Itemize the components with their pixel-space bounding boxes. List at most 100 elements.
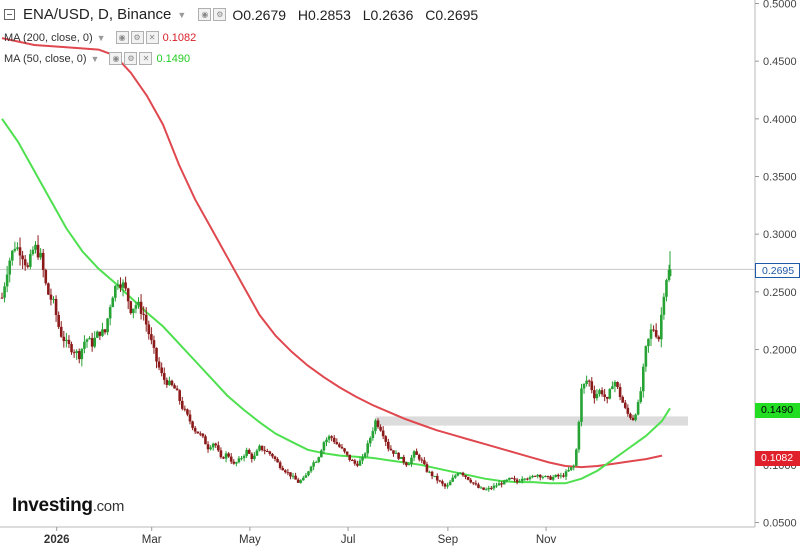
x-tick-label: 2026 bbox=[44, 534, 70, 546]
candle-body bbox=[170, 380, 174, 386]
candle-body bbox=[438, 480, 442, 482]
candle-body bbox=[500, 483, 503, 485]
candle-body bbox=[77, 351, 81, 360]
candle-body bbox=[556, 474, 560, 477]
candle-body bbox=[276, 459, 279, 463]
candle-body bbox=[124, 282, 127, 289]
candle-body bbox=[162, 373, 166, 380]
candle-body bbox=[580, 388, 583, 422]
candle-body bbox=[93, 337, 97, 347]
x-tick-label: Sep bbox=[438, 534, 458, 546]
candle-body bbox=[549, 476, 552, 480]
candle-body bbox=[325, 439, 328, 443]
candle-body bbox=[186, 409, 189, 415]
chevron-down-icon[interactable]: ▼ bbox=[90, 53, 100, 64]
candle-body bbox=[338, 444, 341, 447]
chevron-down-icon[interactable]: ▼ bbox=[177, 9, 187, 20]
candle-body bbox=[201, 433, 205, 437]
gear-icon[interactable]: ⚙ bbox=[124, 52, 138, 65]
candle-body bbox=[345, 451, 349, 455]
candle-body bbox=[461, 472, 465, 476]
ohlc-low: L0.2636 bbox=[362, 6, 414, 23]
eye-icon[interactable]: ◉ bbox=[109, 52, 123, 65]
candle-body bbox=[598, 390, 601, 394]
candle-body bbox=[90, 338, 94, 347]
candle-body bbox=[420, 459, 424, 461]
candle-body bbox=[479, 487, 483, 489]
candle-body bbox=[541, 476, 545, 478]
candle-body bbox=[188, 414, 192, 422]
candle-body bbox=[95, 331, 99, 338]
candle-body bbox=[103, 329, 107, 333]
candle-body bbox=[618, 386, 622, 397]
candle-body bbox=[551, 477, 555, 480]
candle-body bbox=[299, 480, 303, 483]
candle-body bbox=[314, 461, 318, 463]
candle-body bbox=[616, 382, 619, 387]
symbol-menu-icon[interactable] bbox=[4, 9, 15, 20]
candle-body bbox=[296, 479, 300, 483]
candle-body bbox=[327, 436, 331, 440]
candle-body bbox=[649, 329, 653, 339]
candle-body bbox=[23, 259, 27, 266]
candle-body bbox=[374, 420, 377, 432]
candle-body bbox=[641, 366, 645, 392]
candle-body bbox=[448, 481, 452, 486]
candle-body bbox=[232, 461, 236, 464]
candle-body bbox=[582, 383, 586, 389]
candle-body bbox=[67, 339, 71, 345]
x-tick-label: Jul bbox=[341, 534, 356, 546]
candle-body bbox=[54, 298, 58, 315]
candle-body bbox=[286, 472, 290, 474]
eye-icon[interactable]: ◉ bbox=[198, 8, 212, 21]
close-icon[interactable]: ✕ bbox=[145, 31, 159, 44]
y-tick-label: 0.2000 bbox=[763, 345, 797, 357]
candle-body bbox=[482, 487, 485, 490]
gear-icon[interactable]: ⚙ bbox=[130, 31, 144, 44]
candle-body bbox=[330, 436, 333, 438]
candle-body bbox=[271, 453, 274, 457]
candle-body bbox=[410, 457, 413, 465]
candle-body bbox=[59, 326, 63, 337]
x-tick-label: May bbox=[239, 534, 261, 546]
candle-body bbox=[294, 475, 297, 480]
candle-body bbox=[88, 338, 91, 340]
candle-body bbox=[502, 480, 506, 485]
chart-header: ENA/USD, D, Binance ▼ ◉ ⚙ O0.2679 H0.285… bbox=[4, 6, 486, 23]
chevron-down-icon[interactable]: ▼ bbox=[96, 32, 106, 43]
ma200-legend[interactable]: MA (200, close, 0) ▼ ◉ ⚙ ✕ 0.1082 bbox=[4, 31, 196, 44]
candle-body bbox=[389, 448, 393, 451]
candle-body bbox=[587, 380, 591, 382]
candle-body bbox=[384, 436, 388, 442]
candle-body bbox=[199, 433, 202, 435]
candle-body bbox=[304, 475, 308, 478]
candle-body bbox=[435, 475, 439, 481]
candle-body bbox=[636, 402, 640, 415]
candle-body bbox=[98, 331, 102, 336]
candle-body bbox=[595, 393, 599, 399]
candle-body bbox=[495, 485, 498, 487]
header-controls: ◉ ⚙ bbox=[198, 8, 227, 21]
close-icon[interactable]: ✕ bbox=[139, 52, 153, 65]
ma50-controls: ◉ ⚙ ✕ bbox=[109, 52, 153, 65]
ma50-legend[interactable]: MA (50, close, 0) ▼ ◉ ⚙ ✕ 0.1490 bbox=[4, 52, 190, 65]
candle-body bbox=[350, 459, 354, 461]
candle-body bbox=[585, 380, 588, 384]
candle-body bbox=[260, 445, 264, 451]
gear-icon[interactable]: ⚙ bbox=[213, 8, 227, 21]
eye-icon[interactable]: ◉ bbox=[115, 31, 129, 44]
candle-body bbox=[394, 452, 398, 454]
candle-body bbox=[322, 442, 326, 451]
candle-body bbox=[219, 450, 223, 458]
candle-body bbox=[5, 274, 9, 287]
candle-body bbox=[430, 471, 434, 477]
candle-body bbox=[44, 269, 48, 284]
candle-body bbox=[631, 417, 635, 421]
candle-body bbox=[29, 254, 32, 267]
candle-body bbox=[423, 460, 426, 465]
candle-body bbox=[665, 280, 668, 297]
candle-body bbox=[657, 336, 661, 340]
candle-body bbox=[168, 380, 171, 385]
candle-body bbox=[348, 454, 351, 460]
